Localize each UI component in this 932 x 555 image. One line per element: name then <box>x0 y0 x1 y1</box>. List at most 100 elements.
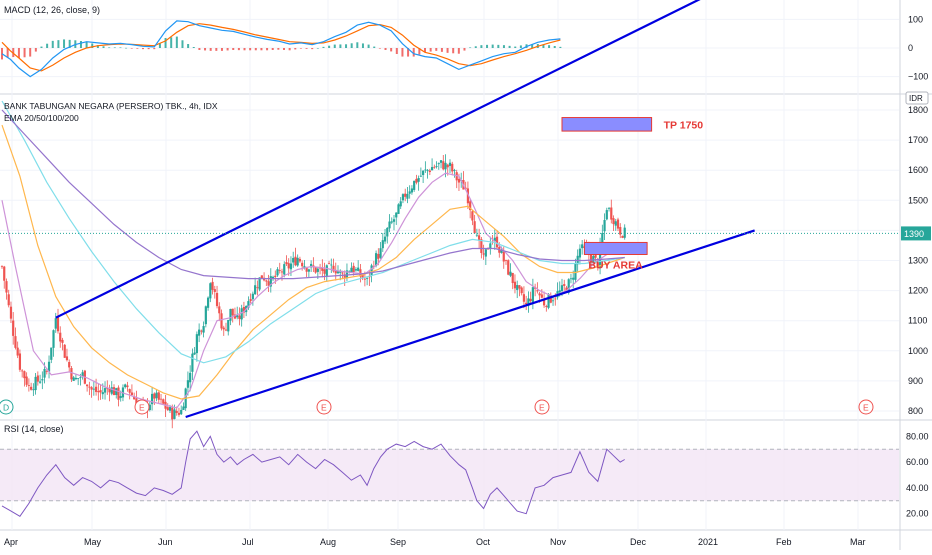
candle-body <box>366 278 369 279</box>
candle-body <box>251 293 254 300</box>
candle-body <box>86 384 89 387</box>
macd-histogram-bar <box>119 47 122 49</box>
candle-body <box>130 392 134 395</box>
candle-body <box>480 239 483 254</box>
macd-histogram-bar <box>125 47 128 49</box>
candle-body <box>157 392 160 400</box>
candle-body <box>23 371 26 379</box>
macd-histogram-bar <box>440 48 443 52</box>
earnings-marker[interactable] <box>134 399 150 415</box>
candle-body <box>18 353 22 370</box>
macd-signal-line <box>1 23 561 72</box>
candle-body <box>189 372 192 383</box>
candle-body <box>415 178 418 183</box>
candle-body <box>410 188 414 193</box>
price-tick-label: 800 <box>908 406 923 416</box>
candle-body <box>56 316 60 332</box>
currency-badge[interactable] <box>905 91 929 105</box>
candle-body <box>126 385 129 388</box>
candle-body <box>381 240 384 249</box>
rsi-tick-label: 60.00 <box>906 457 929 467</box>
macd-tick-label: 100 <box>908 14 923 24</box>
rsi-pane[interactable] <box>0 430 899 517</box>
candle-body <box>155 392 158 399</box>
macd-histogram-bar <box>170 37 173 48</box>
channel-line-lower[interactable] <box>185 229 755 419</box>
candle-body <box>332 265 335 272</box>
candle-body <box>605 210 608 220</box>
time-axis[interactable]: Apr May Jun Jul Aug Sep Oct Nov Dec 2021 Feb Mar <box>4 537 866 547</box>
candle-body <box>475 234 478 236</box>
candle-body <box>343 274 346 278</box>
candle-body <box>513 281 517 289</box>
candle-body <box>59 332 62 342</box>
dividend-marker[interactable] <box>0 399 14 415</box>
candle-body <box>321 267 324 271</box>
tp-label: TP 1750 <box>664 119 704 131</box>
candle-body <box>12 320 15 336</box>
candle-body <box>493 237 496 242</box>
rsi-tick-label: 40.00 <box>906 483 929 493</box>
candle-body <box>504 260 508 262</box>
macd-histogram-bar <box>322 46 325 48</box>
candle-body <box>238 315 241 320</box>
candle-body <box>594 255 597 258</box>
candle-body <box>271 276 275 279</box>
candle-body <box>386 227 389 237</box>
candle-body <box>572 277 575 280</box>
candle-body <box>224 329 228 331</box>
price-pane[interactable]: TP 1750 BUY AREA D E E E E <box>0 0 900 429</box>
price-axis-layer[interactable]: 1000−10080090010001100120013001400150016… <box>901 14 931 519</box>
macd-histogram-bar <box>548 45 551 48</box>
candle-body <box>43 368 46 378</box>
candle-body <box>289 263 293 270</box>
candle-body <box>249 299 252 302</box>
price-tick-label: 1100 <box>908 316 927 326</box>
macd-pane[interactable] <box>1 20 562 78</box>
channel-line-upper[interactable] <box>55 0 701 319</box>
last-price-badge[interactable] <box>901 226 931 241</box>
buy-area-label: BUY AREA <box>588 259 643 271</box>
earnings-marker[interactable] <box>858 399 874 415</box>
candle-body <box>327 263 331 265</box>
event-marker-label: E <box>539 403 545 413</box>
candle-body <box>204 306 207 325</box>
candle-body <box>294 256 297 266</box>
macd-histogram-bar <box>209 48 212 51</box>
candle-body <box>65 356 69 361</box>
candle-body <box>518 285 521 289</box>
candle-body <box>260 275 263 279</box>
candle-body <box>433 166 436 168</box>
candle-body <box>276 269 279 276</box>
time-tick-label: Jun <box>158 537 173 547</box>
earnings-marker[interactable] <box>316 399 332 415</box>
candle-body <box>106 388 109 390</box>
candle-body <box>536 290 539 292</box>
candle-body <box>451 163 454 172</box>
candle-body <box>359 269 362 277</box>
rsi-band-fill <box>0 449 899 501</box>
macd-histogram-bar <box>158 43 161 48</box>
macd-histogram-bar <box>373 46 376 48</box>
candle-body <box>182 406 185 411</box>
candle-body <box>417 178 420 182</box>
candle-body <box>323 269 326 274</box>
candle-body <box>401 194 405 201</box>
tp-zone[interactable] <box>561 117 653 132</box>
candle-body <box>177 412 181 415</box>
candle-body <box>180 409 183 415</box>
buy-zone[interactable] <box>583 241 648 255</box>
macd-title: MACD (12, 26, close, 9) <box>4 5 100 15</box>
macd-histogram-bar <box>220 48 223 51</box>
candle-body <box>242 307 246 313</box>
candle-body <box>558 290 561 293</box>
candle-body <box>63 344 66 358</box>
candle-body <box>341 272 344 274</box>
candle-body <box>325 265 328 276</box>
candle-body <box>614 221 617 226</box>
macd-histogram-bar <box>96 45 99 48</box>
candle-body <box>303 266 306 268</box>
earnings-marker[interactable] <box>534 399 550 415</box>
candle-body <box>45 370 48 372</box>
